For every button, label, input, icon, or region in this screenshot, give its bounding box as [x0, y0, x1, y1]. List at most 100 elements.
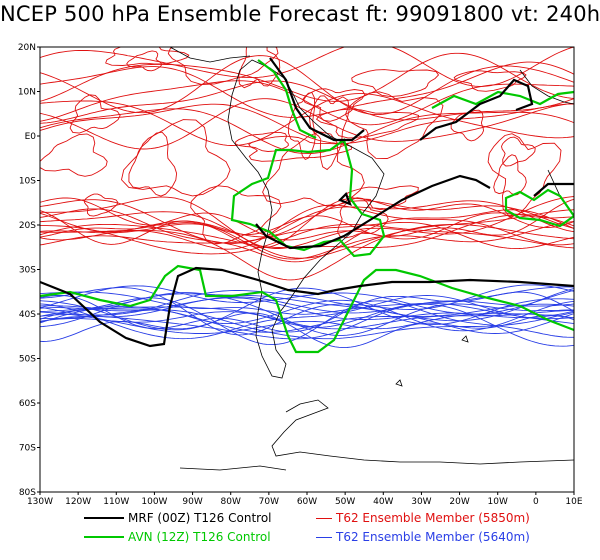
t62-5640-contour — [40, 310, 574, 330]
coastline-segment — [271, 399, 574, 465]
lat-tick-label: 60S — [19, 399, 36, 409]
t62-5640-contour — [40, 295, 574, 340]
t62-5640-contour — [40, 302, 574, 328]
lon-tick-label: 30W — [411, 497, 431, 507]
mrf-contour — [255, 174, 491, 250]
legend-label-mrf: MRF (00Z) T126 Control — [128, 511, 272, 525]
t62-5850-contour — [40, 47, 574, 87]
t62-5850-loop — [315, 108, 420, 139]
t62-5640-contour — [40, 299, 574, 332]
t62-5640-contour — [40, 288, 574, 328]
lon-tick-label: 120W — [65, 497, 91, 507]
t62-5850-contour — [40, 80, 574, 124]
t62-5850-contour — [40, 197, 574, 249]
coastline-segment — [395, 379, 403, 387]
lon-tick-label: 60W — [297, 497, 317, 507]
t62-5850-contour — [40, 204, 574, 250]
t62-5850-contour — [40, 93, 574, 146]
t62-5850-contour — [40, 212, 574, 241]
t62-5850-loop — [121, 119, 231, 197]
t62-5850-contour — [40, 223, 574, 255]
lat-tick-label: 80S — [19, 488, 36, 498]
t62-5850-contour — [40, 52, 574, 102]
legend-swatch-t62-5640 — [316, 536, 332, 538]
t62-5640-contour — [40, 303, 574, 347]
mrf-contour — [419, 78, 534, 141]
t62-5850-loop — [84, 193, 119, 217]
plot-background — [40, 47, 574, 492]
t62-5850-loop — [128, 131, 178, 197]
lon-tick-label: 0 — [533, 497, 539, 507]
t62-5850-loop — [501, 136, 536, 167]
mrf-contour — [533, 182, 574, 197]
map-title: NCEP 500 hPa Ensemble Forecast ft: 99091… — [0, 2, 600, 26]
legend-label-t62-5850: T62 Ensemble Member (5850m) — [336, 511, 530, 525]
t62-5850-loop — [302, 88, 366, 122]
t62-5850-loop — [450, 109, 484, 142]
coastline-segment — [519, 69, 574, 105]
lon-tick-label: 10W — [488, 497, 508, 507]
t62-5640-contour — [40, 309, 574, 340]
legend-item-mrf: MRF (00Z) T126 Control — [84, 511, 272, 525]
t62-5850-loop — [190, 185, 282, 245]
mrf-control-contours — [40, 57, 574, 348]
lat-tick-label: 10N — [18, 88, 36, 98]
lat-tick-label: 20N — [18, 43, 36, 53]
legend-swatch-mrf — [84, 517, 124, 519]
t62-5850-loop — [337, 197, 389, 239]
legend-swatch-avn — [84, 536, 124, 538]
legend-label-t62-5640: T62 Ensemble Member (5640m) — [336, 530, 530, 544]
t62-5850-loop — [126, 50, 162, 72]
lat-tick-label: E0 — [25, 132, 37, 142]
mrf-contour — [269, 57, 365, 142]
axis-ticks: 130W 120W 110W 100W 90W 80W 70W 60W 50W 40W 30W 20W… — [18, 43, 583, 507]
t62-5640-contour — [40, 296, 574, 318]
t62-5850-contour — [40, 103, 574, 144]
t62-5850-contour — [40, 196, 574, 249]
lon-tick-label: 50W — [335, 497, 355, 507]
t62-5850-contour — [40, 198, 574, 245]
lat-tick-label: 10S — [19, 177, 36, 187]
lon-tick-label: 100W — [141, 497, 167, 507]
t62-5850-loop — [238, 47, 281, 89]
t62-5640-contour — [40, 284, 574, 336]
coastline-segment — [169, 47, 251, 63]
legend-item-t62-5850: T62 Ensemble Member (5850m) — [316, 511, 530, 525]
t62-5850-loop — [248, 135, 352, 162]
lat-tick-label: 70S — [19, 444, 36, 454]
t62-5640-contour — [40, 311, 574, 334]
t62-5640-contour — [40, 303, 574, 333]
t62-5640-contour — [40, 290, 574, 334]
t62-5850-contour — [40, 108, 574, 155]
lon-tick-label: 70W — [259, 497, 279, 507]
legend-swatch-t62-5850 — [316, 517, 332, 519]
lon-tick-label: 10E — [565, 497, 582, 507]
legend-item-t62-5640: T62 Ensemble Member (5640m) — [316, 530, 530, 544]
t62-5850-contour — [40, 80, 574, 126]
lon-tick-label: 40W — [373, 497, 393, 507]
lon-tick-label: 130W — [27, 497, 53, 507]
avn-control-contours — [40, 59, 574, 354]
lat-tick-label: 50S — [19, 355, 36, 365]
t62-5850-loop — [40, 133, 108, 177]
t62-5850-loop — [69, 94, 121, 134]
lon-tick-label: 80W — [221, 497, 241, 507]
t62-5640-contour — [40, 292, 574, 336]
lat-tick-label: 20S — [19, 221, 36, 231]
t62-5850-contour — [40, 55, 574, 116]
lon-tick-label: 90W — [182, 497, 202, 507]
t62-5850-contour — [40, 220, 574, 260]
t62-5640-contour — [40, 285, 574, 315]
avn-contour — [431, 90, 574, 109]
lat-tick-label: 40S — [19, 310, 36, 320]
t62-5850-loop — [167, 47, 279, 85]
t62-5640-contour — [40, 297, 574, 346]
t62-5850-loop — [493, 154, 527, 196]
t62-5850-contour — [40, 208, 574, 263]
lat-tick-label: 30S — [19, 266, 36, 276]
t62-5850-contour — [40, 61, 574, 118]
avn-contour — [504, 188, 574, 228]
t62-5850-contours — [40, 47, 574, 281]
coastline-segment — [461, 335, 469, 343]
